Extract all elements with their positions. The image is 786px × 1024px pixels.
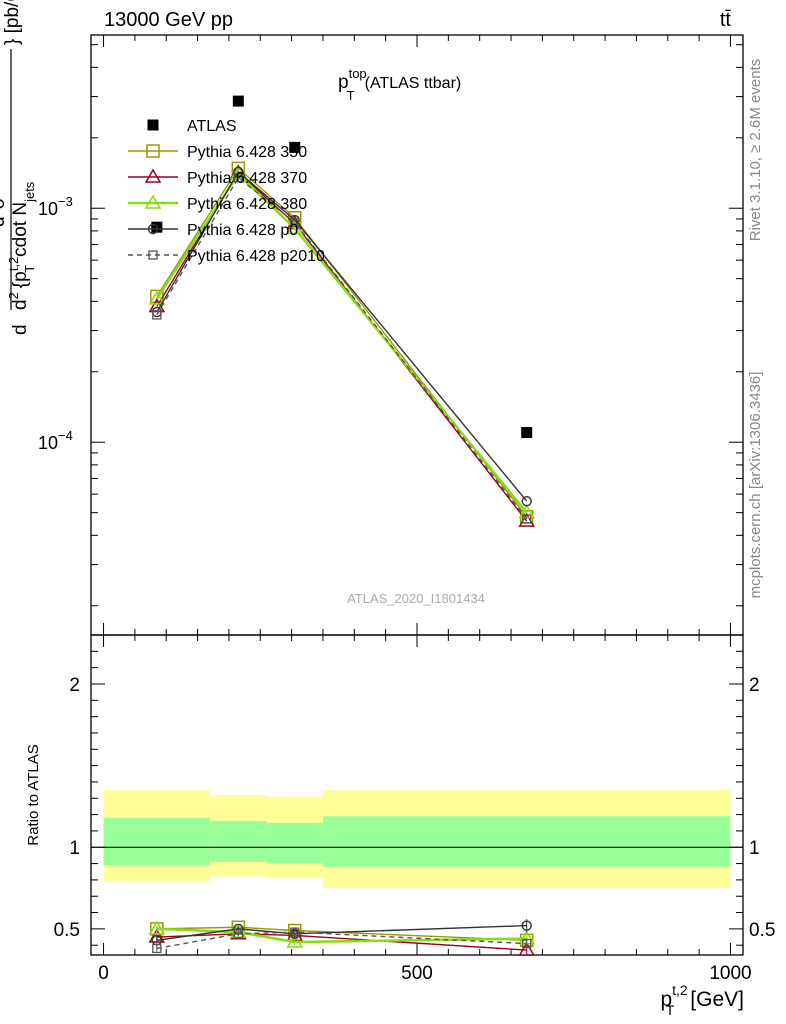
mcplots-label: mcplots.cern.ch [arXiv:1306.3436] xyxy=(747,372,764,599)
ratio-y-tick-label-right: 0.5 xyxy=(749,920,775,941)
series-pythia-6-428-380 xyxy=(148,165,536,519)
legend-entry: Pythia 6.428 p0 xyxy=(128,222,298,239)
main-series-group xyxy=(148,95,536,527)
data-point xyxy=(521,495,532,507)
rivet-label: Rivet 3.1.10, ≥ 2.6M events xyxy=(747,59,764,242)
legend-label: Pythia 6.428 p0 xyxy=(187,222,298,239)
legend-label: ATLAS xyxy=(187,118,237,135)
legend-label: Pythia 6.428 370 xyxy=(187,170,307,187)
ratio-axis-ticks xyxy=(91,634,743,955)
data-point xyxy=(232,95,244,107)
data-point xyxy=(230,165,247,180)
x-tick-label: 1000 xyxy=(709,963,751,984)
ratio-point xyxy=(152,943,162,954)
inner-band xyxy=(322,816,731,867)
legend-marker xyxy=(144,194,162,209)
inner-band xyxy=(210,821,267,862)
legend-entry: Pythia 6.428 370 xyxy=(128,168,307,187)
legend-marker xyxy=(147,223,159,235)
ratio-point xyxy=(233,929,243,939)
series-line xyxy=(156,170,528,502)
series-line xyxy=(156,167,528,518)
main-y-label: d d2{pt,2Tcdot Njets d2σfid } [pb/GeV] xyxy=(0,0,37,335)
ratio-point xyxy=(518,941,536,956)
data-point xyxy=(518,504,536,519)
process-label: tt̄ xyxy=(720,9,732,31)
legend-entry: Pythia 6.428 380 xyxy=(128,194,307,213)
legend-entry: Pythia 6.428 p2010 xyxy=(128,248,325,265)
legend-marker xyxy=(146,144,160,158)
ratio-bands xyxy=(91,790,743,889)
data-point xyxy=(522,514,532,524)
data-point xyxy=(233,166,244,178)
ratio-y-tick-label-right: 2 xyxy=(749,675,760,696)
legend-label: Pythia 6.428 380 xyxy=(187,196,307,213)
data-point xyxy=(233,173,243,183)
ratio-line xyxy=(156,927,527,944)
ratio-point xyxy=(148,920,166,935)
ratio-y-tick-label: 0.5 xyxy=(54,920,80,941)
series-line xyxy=(155,172,528,514)
ratio-point xyxy=(290,927,300,937)
data-point xyxy=(289,141,301,153)
legend-label: Pythia 6.428 p2010 xyxy=(187,248,325,265)
series-pythia-6-428-350 xyxy=(150,161,534,524)
ratio-point xyxy=(286,933,304,948)
ratio-line xyxy=(156,933,527,951)
svg-text:d: d xyxy=(10,324,31,335)
data-point xyxy=(152,310,162,320)
ratio-y-tick-label: 1 xyxy=(69,838,80,859)
inner-band xyxy=(266,822,323,864)
legend-marker xyxy=(147,119,159,131)
ratio-y-tick-label: 2 xyxy=(69,675,80,696)
energy-label: 13000 GeV pp xyxy=(104,9,233,31)
ratio-series-pythia-6-428-p2010 xyxy=(152,927,532,954)
legend: ATLAS Pythia 6.428 350 Pythia 6.428 370 Pyt… xyxy=(128,118,325,265)
ratio-point xyxy=(521,920,532,931)
ratio-point xyxy=(522,938,532,949)
ratio-line xyxy=(156,931,527,950)
data-point xyxy=(521,427,533,439)
ratio-line xyxy=(156,926,527,942)
ratio-series-pythia-6-428-p0 xyxy=(151,919,532,946)
x-tick-label: 0 xyxy=(98,963,109,984)
x-tick-label: 500 xyxy=(401,963,433,984)
main-y-tick-label: 10−3 xyxy=(38,194,73,219)
ratio-series-group xyxy=(148,919,536,956)
data-point xyxy=(148,290,166,305)
main-y-tick-labels: 10−410−310−2 xyxy=(38,194,73,453)
main-axis-ticks xyxy=(91,35,743,635)
legend-entry: Pythia 6.428 350 xyxy=(128,144,307,161)
svg-text:} [pb/GeV]: } [pb/GeV] xyxy=(2,0,23,45)
x-axis-label: pt,2 T [GeV] xyxy=(660,982,744,1018)
ratio-y-tick-label-right: 1 xyxy=(749,838,760,859)
data-point xyxy=(290,217,300,228)
inner-band xyxy=(103,817,211,866)
legend-entry: ATLAS xyxy=(147,118,237,135)
legend-label: Pythia 6.428 350 xyxy=(187,144,307,161)
ratio-tick-labels: 0.5 0.5 1 1 2 2 0 500 1000 xyxy=(54,675,776,984)
analysis-label: ATLAS_2020_I1801434 xyxy=(347,591,485,606)
main-y-tick-label: 10−4 xyxy=(38,428,73,453)
series-pythia-6-428-p2010 xyxy=(152,173,532,524)
legend-marker xyxy=(144,168,162,183)
legend-marker xyxy=(148,250,158,260)
ratio-y-label: Ratio to ATLAS xyxy=(25,744,42,845)
svg-text:d2{pt,2Tcdot Njets: d2{pt,2Tcdot Njets xyxy=(6,181,37,310)
main-title: ptop T(ATLAS ttbar) xyxy=(338,66,461,103)
ratio-line xyxy=(156,924,527,941)
svg-text:d2σfid: d2σfid xyxy=(0,184,9,227)
